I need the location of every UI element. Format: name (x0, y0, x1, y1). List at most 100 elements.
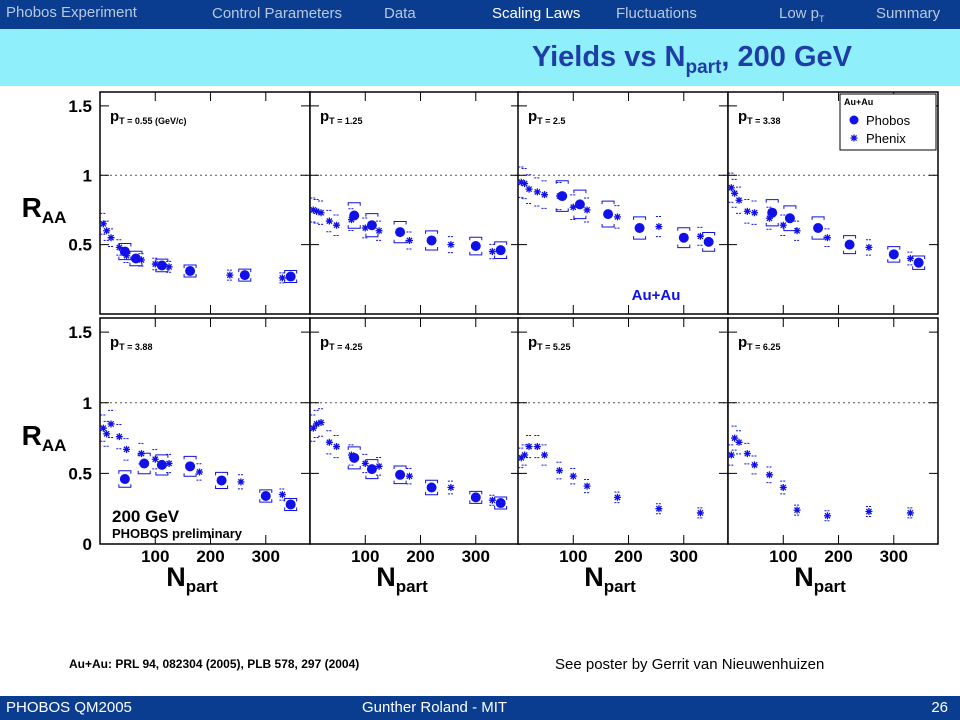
phenix-error-bar (313, 409, 320, 439)
phenix-error-bar (731, 178, 738, 208)
y-tick-label: 0.5 (68, 236, 92, 255)
phenix-point (541, 191, 549, 199)
phenix-error-bar (333, 434, 340, 459)
panel-label: pT = 6.25 (738, 334, 780, 352)
phenix-point (731, 189, 739, 197)
phenix-error-bar (728, 172, 735, 203)
phobos-point (139, 458, 150, 469)
phobos-point (426, 235, 437, 246)
phenix-error-bar (584, 197, 591, 223)
phenix-error-bar (541, 444, 548, 466)
phenix-error-bar (794, 220, 801, 241)
phenix-error-bar (526, 174, 533, 205)
phobos-error-bar (183, 455, 197, 477)
phenix-point (333, 443, 341, 451)
nav-scaling-laws[interactable]: Scaling Laws (492, 5, 581, 22)
phobos-error-bar (633, 216, 647, 240)
phenix-point (735, 196, 743, 204)
phenix-point (405, 472, 413, 480)
x-tick-label: 200 (824, 547, 852, 566)
phenix-error-bar (655, 216, 662, 238)
footer-author: Gunther Roland - MIT (362, 699, 508, 716)
phenix-error-bar (103, 220, 110, 241)
x-tick-label: 200 (196, 547, 224, 566)
phenix-error-bar (518, 447, 525, 469)
x-axis-label: Npart (584, 562, 636, 596)
panel-frame (309, 317, 521, 545)
panel-label: pT = 1.25 (320, 108, 362, 126)
reference-citation: Au+Au: PRL 94, 082304 (2005), PLB 578, 2… (69, 657, 360, 671)
phobos-error-bar (765, 199, 779, 227)
phenix-point (583, 206, 591, 214)
phobos-error-bar (259, 489, 273, 503)
phenix-error-bar (313, 198, 320, 224)
phobos-point (119, 474, 130, 485)
phenix-point (115, 243, 123, 251)
phenix-error-bar (907, 251, 914, 266)
phenix-error-bar (100, 414, 107, 442)
phobos-point (495, 245, 506, 256)
brand-label: Phobos Experiment (6, 4, 137, 21)
nav-fluctuations[interactable]: Fluctuations (616, 5, 697, 22)
y-tick-label: 1 (83, 166, 92, 185)
phenix-point (317, 419, 325, 427)
panel-frame (517, 91, 729, 315)
panel-label: pT = 2.5 (528, 108, 565, 126)
x-tick-label: 100 (351, 547, 379, 566)
phobos-point (285, 499, 296, 510)
phenix-point (317, 209, 325, 217)
x-axis-label: Npart (376, 562, 428, 596)
nav-low-pt[interactable]: Low pT (779, 5, 825, 24)
slide-title-sub: part (685, 56, 722, 78)
phenix-point (375, 462, 383, 470)
slide-title: Yields vs Npart, 200 GeV (0, 41, 852, 79)
phenix-point (278, 491, 286, 499)
phenix-error-bar (376, 220, 383, 241)
phobos-point (603, 209, 614, 220)
phobos-point (844, 239, 855, 250)
phenix-point (103, 430, 111, 438)
nav-control-parameters[interactable]: Control Parameters (212, 5, 343, 22)
phenix-point (793, 227, 801, 235)
phenix-point (779, 221, 787, 229)
panel-label: pT = 4.25 (320, 334, 362, 352)
phenix-point (906, 255, 914, 262)
panel-3 (517, 91, 729, 315)
phenix-point (325, 438, 333, 446)
phenix-point (823, 512, 831, 520)
phobos-point (185, 461, 196, 472)
phenix-error-bar (348, 208, 355, 232)
phenix-error-bar (766, 466, 773, 484)
phenix-point (521, 451, 529, 459)
nav-low-pt-sub: T (819, 14, 825, 24)
nav-summary[interactable]: Summary (876, 5, 941, 22)
phenix-error-bar (534, 434, 541, 459)
x-tick-label: 100 (141, 547, 169, 566)
phobos-point (349, 210, 360, 221)
phobos-point (574, 199, 585, 210)
phenix-point (361, 224, 369, 232)
phenix-error-bar (362, 453, 369, 474)
phenix-error-bar (584, 479, 591, 494)
phenix-error-bar (152, 257, 159, 271)
y-axis-label: RAA (22, 192, 67, 227)
phenix-error-bar (152, 449, 159, 470)
phobos-error-bar (469, 490, 483, 504)
phenix-error-bar (406, 468, 413, 485)
x-tick-label: 200 (406, 547, 434, 566)
phenix-point (525, 185, 533, 193)
phenix-point (735, 438, 743, 446)
phenix-point (151, 455, 159, 463)
phenix-error-bar (310, 197, 317, 223)
phobos-error-bar (783, 205, 797, 232)
phenix-point (195, 468, 203, 476)
phenix-error-bar (907, 507, 914, 519)
phobos-point (156, 459, 167, 470)
phenix-point (727, 184, 735, 192)
phenix-error-bar (766, 206, 773, 230)
phobos-error-bar (183, 264, 197, 278)
phenix-point (151, 260, 159, 268)
nav-data[interactable]: Data (384, 5, 416, 22)
phenix-error-bar (318, 408, 325, 437)
phenix-point (99, 424, 107, 432)
